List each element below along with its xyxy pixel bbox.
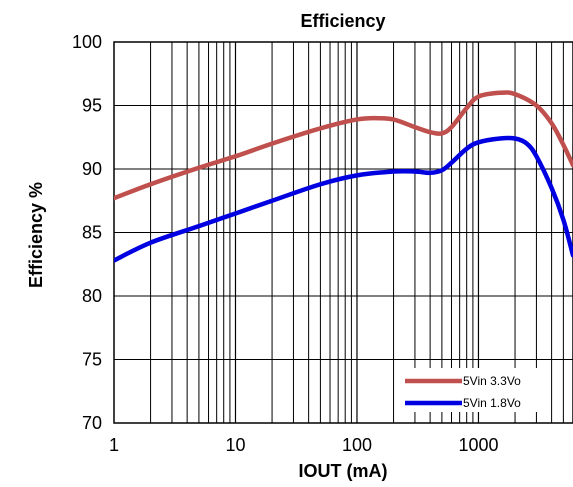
legend-label-1v8: 5Vin 1.8Vo — [463, 396, 521, 410]
y-tick-label: 95 — [82, 96, 102, 116]
y-tick-label: 80 — [82, 286, 102, 306]
y-tick-label: 90 — [82, 159, 102, 179]
series-line-1 — [114, 135, 573, 263]
x-tick-label: 1000 — [458, 435, 498, 455]
series-line-0 — [114, 90, 573, 201]
chart-title: Efficiency — [300, 11, 385, 31]
y-tick-label: 70 — [82, 413, 102, 433]
y-tick-label: 100 — [72, 32, 102, 52]
x-axis-label: IOUT (mA) — [299, 461, 388, 481]
x-tick-labels: 1 10 100 1000 — [109, 435, 498, 455]
legend: 5Vin 3.3Vo 5Vin 1.8Vo — [400, 368, 550, 412]
series-layer — [114, 90, 573, 263]
y-tick-label: 85 — [82, 223, 102, 243]
x-tick-label: 1 — [109, 435, 119, 455]
y-tick-label: 75 — [82, 350, 102, 370]
legend-label-3v3: 5Vin 3.3Vo — [463, 374, 521, 388]
plot-border — [113, 41, 573, 424]
y-axis-label: Efficiency % — [26, 182, 46, 288]
y-tick-labels: 70 75 80 85 90 95 100 — [72, 32, 102, 433]
x-tick-label: 10 — [225, 435, 245, 455]
x-tick-label: 100 — [342, 435, 372, 455]
